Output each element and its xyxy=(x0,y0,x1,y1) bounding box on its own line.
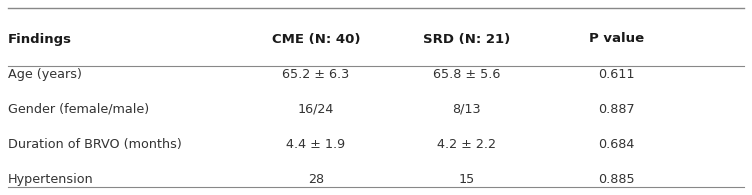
Text: 0.611: 0.611 xyxy=(599,68,635,81)
Text: CME (N: 40): CME (N: 40) xyxy=(271,33,360,45)
Text: 65.2 ± 6.3: 65.2 ± 6.3 xyxy=(282,68,350,81)
Text: 16/24: 16/24 xyxy=(298,103,334,116)
Text: Gender (female/male): Gender (female/male) xyxy=(8,103,149,116)
Text: 28: 28 xyxy=(308,173,324,186)
Text: Findings: Findings xyxy=(8,33,71,45)
Text: 0.887: 0.887 xyxy=(599,103,635,116)
Text: Age (years): Age (years) xyxy=(8,68,81,81)
Text: 0.684: 0.684 xyxy=(599,138,635,151)
Text: 4.4 ± 1.9: 4.4 ± 1.9 xyxy=(287,138,345,151)
Text: 65.8 ± 5.6: 65.8 ± 5.6 xyxy=(432,68,500,81)
Text: SRD (N: 21): SRD (N: 21) xyxy=(423,33,510,45)
Text: 15: 15 xyxy=(458,173,475,186)
Text: 8/13: 8/13 xyxy=(452,103,481,116)
Text: Duration of BRVO (months): Duration of BRVO (months) xyxy=(8,138,181,151)
Text: 4.2 ± 2.2: 4.2 ± 2.2 xyxy=(437,138,496,151)
Text: Hypertension: Hypertension xyxy=(8,173,93,186)
Text: 0.885: 0.885 xyxy=(599,173,635,186)
Text: P value: P value xyxy=(589,33,644,45)
